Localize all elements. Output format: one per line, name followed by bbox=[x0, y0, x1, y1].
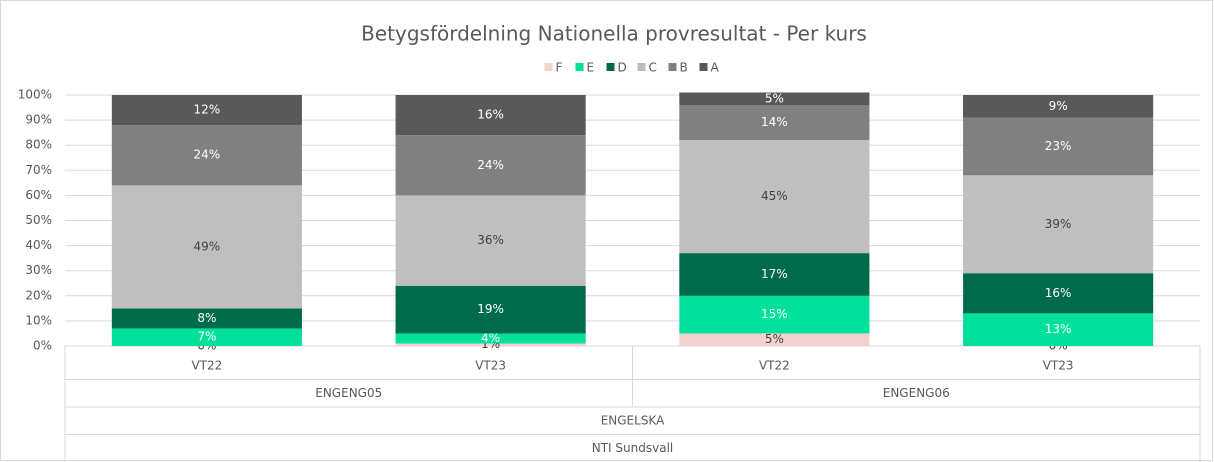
y-tick-label: 70% bbox=[25, 163, 52, 177]
bar-segment bbox=[963, 313, 1154, 346]
x-tick-label: VT23 bbox=[475, 359, 506, 373]
bar-segment bbox=[395, 333, 586, 344]
data-label: 13% bbox=[1045, 322, 1072, 336]
bar-segment bbox=[395, 343, 586, 346]
group-label: NTI Sundsvall bbox=[592, 441, 673, 455]
legend-swatch bbox=[606, 63, 615, 71]
bar-segment bbox=[963, 95, 1154, 118]
data-label: 16% bbox=[477, 108, 504, 122]
data-label: 17% bbox=[761, 267, 788, 281]
x-tick-label: VT23 bbox=[1043, 359, 1074, 373]
bar-segment bbox=[395, 95, 586, 136]
legend-label: A bbox=[711, 61, 720, 75]
legend-swatch bbox=[668, 63, 677, 71]
bar-segment bbox=[679, 333, 870, 346]
x-tick-label: VT22 bbox=[759, 359, 790, 373]
y-tick-label: 0% bbox=[33, 339, 52, 353]
data-label: 49% bbox=[194, 239, 221, 253]
data-label: 7% bbox=[197, 330, 216, 344]
legend-label: B bbox=[680, 61, 688, 75]
data-label: 12% bbox=[194, 103, 221, 117]
data-label: 9% bbox=[1049, 99, 1068, 113]
bar-segment bbox=[679, 253, 870, 296]
group-label: ENGENG06 bbox=[883, 386, 950, 400]
data-label: 14% bbox=[761, 115, 788, 129]
y-tick-label: 80% bbox=[25, 138, 52, 152]
x-tick-label: VT22 bbox=[191, 359, 222, 373]
data-label: 36% bbox=[477, 233, 504, 247]
bar-segment bbox=[111, 308, 302, 329]
y-tick-label: 10% bbox=[25, 313, 52, 327]
y-tick-label: 90% bbox=[25, 113, 52, 127]
chart-title: Betygsfördelning Nationella provresultat… bbox=[361, 22, 867, 46]
y-tick-label: 40% bbox=[25, 238, 52, 252]
bar-segment bbox=[679, 295, 870, 334]
data-label: 5% bbox=[765, 332, 784, 346]
bar-segment bbox=[679, 92, 870, 106]
y-tick-label: 60% bbox=[25, 188, 52, 202]
group-label: ENGENG05 bbox=[315, 386, 382, 400]
data-label: 39% bbox=[1045, 217, 1072, 231]
data-label: 15% bbox=[761, 307, 788, 321]
legend-label: C bbox=[649, 61, 657, 75]
bar-segment bbox=[395, 195, 586, 286]
bar-segment bbox=[395, 285, 586, 334]
legend-swatch bbox=[699, 63, 708, 71]
bar-segment bbox=[395, 135, 586, 196]
bar-segment bbox=[963, 117, 1154, 176]
bar-segment bbox=[111, 125, 302, 186]
y-tick-label: 30% bbox=[25, 263, 52, 277]
bar-segment bbox=[111, 95, 302, 126]
data-label: 19% bbox=[477, 302, 504, 316]
legend-label: D bbox=[618, 61, 627, 75]
bar-segment bbox=[679, 105, 870, 141]
legend-swatch bbox=[637, 63, 646, 71]
bar-segment bbox=[679, 140, 870, 254]
legend-label: F bbox=[556, 61, 563, 75]
y-tick-label: 100% bbox=[18, 88, 52, 102]
legend-label: E bbox=[587, 61, 595, 75]
legend-swatch bbox=[544, 63, 553, 71]
group-label: ENGELSKA bbox=[601, 413, 665, 427]
data-label: 24% bbox=[477, 158, 504, 172]
bar-segment bbox=[963, 175, 1154, 274]
legend-swatch bbox=[575, 63, 584, 71]
data-label: 24% bbox=[194, 148, 221, 162]
data-label: 4% bbox=[481, 331, 500, 345]
y-tick-label: 50% bbox=[25, 213, 52, 227]
bar-segment bbox=[111, 185, 302, 309]
data-label: 23% bbox=[1045, 139, 1072, 153]
bar-segment bbox=[111, 328, 302, 346]
data-label: 45% bbox=[761, 189, 788, 203]
data-label: 8% bbox=[197, 311, 216, 325]
data-label: 16% bbox=[1045, 286, 1072, 300]
bar-segment bbox=[963, 273, 1154, 314]
data-label: 5% bbox=[765, 91, 784, 105]
y-tick-label: 20% bbox=[25, 288, 52, 302]
